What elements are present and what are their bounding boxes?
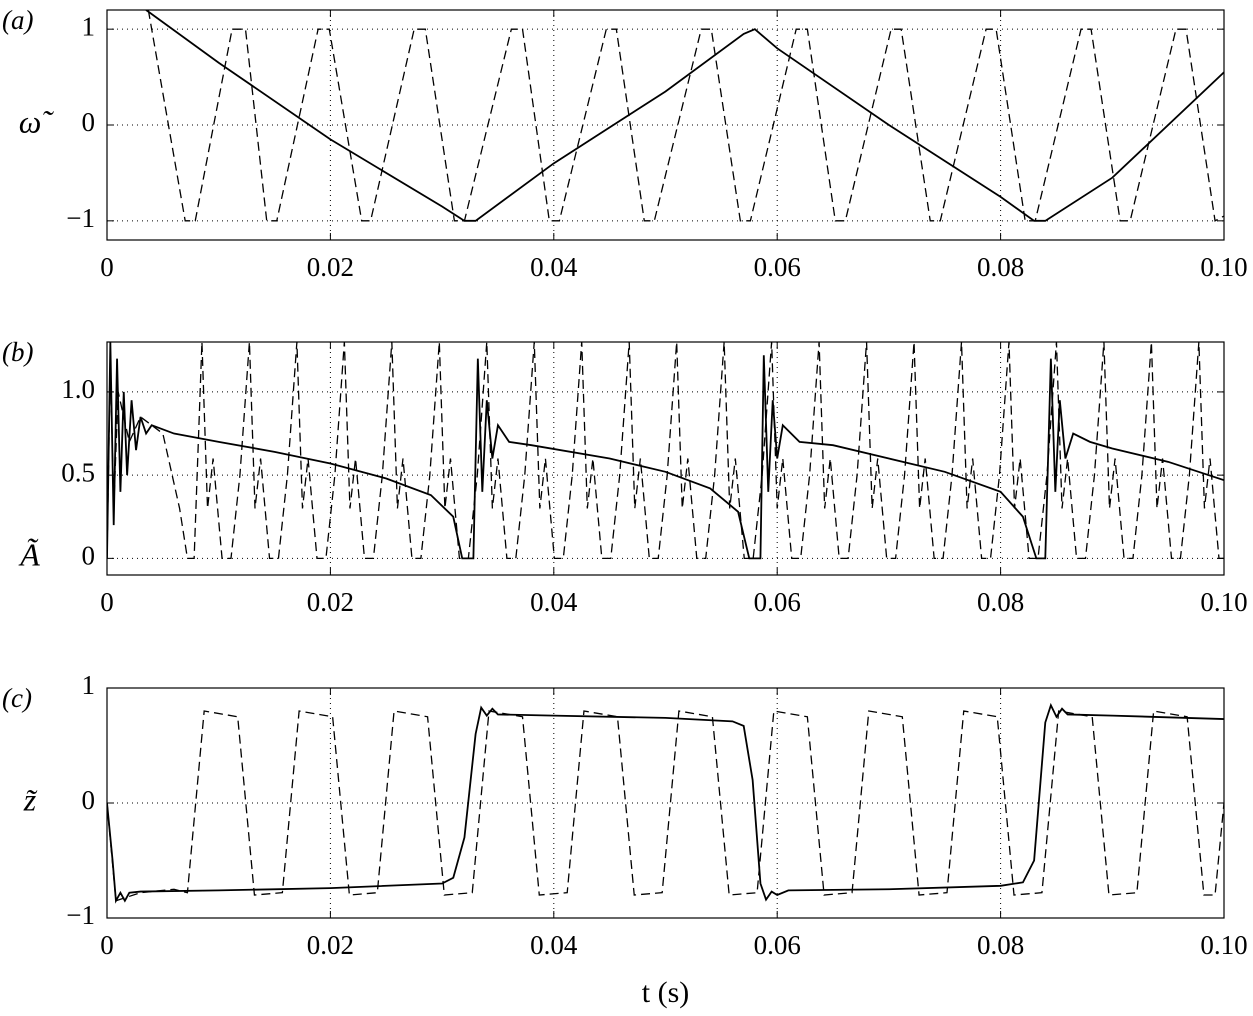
- x-tick-label: 0.04: [530, 587, 578, 617]
- x-tick-label: 0.02: [307, 252, 354, 282]
- solid-line: [107, 342, 1224, 560]
- plot-frame: [106, 341, 1225, 576]
- x-tick-label: 0.08: [977, 252, 1024, 282]
- y-axis-label: ω̃: [19, 103, 55, 139]
- x-tick-label: 0.04: [530, 930, 578, 960]
- x-tick-label: 0.02: [307, 930, 354, 960]
- x-tick-label: 0: [100, 587, 114, 617]
- panel-label: (b): [2, 337, 33, 367]
- x-tick-label: 0.06: [754, 252, 801, 282]
- y-axis-label: z̃: [23, 781, 38, 817]
- plot-frame: [106, 687, 1225, 919]
- dashed-line: [147, 10, 1224, 222]
- y-axis-label: Ã: [18, 537, 40, 573]
- x-tick-label: 0.10: [1200, 587, 1247, 617]
- panel: 0 0.02 0.04 0.06 0.08 0.10−101(a)ω̃: [2, 5, 1248, 282]
- y-tick-label: 0: [82, 785, 96, 815]
- y-tick-label: 0: [82, 541, 96, 571]
- x-tick-label: 0.08: [977, 587, 1024, 617]
- y-tick-label: −1: [66, 900, 95, 930]
- x-tick-label: 0.02: [307, 587, 354, 617]
- dashed-line: [107, 710, 1224, 902]
- y-tick-label: 0.5: [61, 457, 95, 487]
- x-tick-label: 0.08: [977, 930, 1024, 960]
- panel-label: (c): [2, 683, 32, 713]
- x-axis-label: t (s): [642, 976, 690, 1009]
- x-tick-label: 0: [100, 252, 114, 282]
- x-tick-label: 0.06: [754, 930, 801, 960]
- solid-line: [145, 10, 1224, 222]
- x-tick-label: 0.10: [1200, 252, 1247, 282]
- panel: 0 0.02 0.04 0.06 0.08 0.10−101(c)z̃t (s): [2, 670, 1248, 1009]
- y-tick-label: 1.0: [61, 374, 95, 404]
- y-tick-label: −1: [66, 203, 95, 233]
- panel: 0 0.02 0.04 0.06 0.08 0.10 0 0.5 1.0 (b) Ã: [2, 337, 1248, 617]
- panel-label: (a): [2, 5, 33, 35]
- y-tick-label: 1: [82, 670, 96, 700]
- x-tick-label: 0: [100, 930, 114, 960]
- x-tick-label: 0.04: [530, 252, 578, 282]
- plot-frame: [106, 9, 1225, 241]
- x-tick-label: 0.10: [1200, 930, 1247, 960]
- solid-line: [107, 702, 1224, 904]
- x-tick-label: 0.06: [754, 587, 801, 617]
- y-tick-label: 0: [82, 107, 96, 137]
- dashed-line: [107, 342, 1224, 560]
- y-tick-label: 1: [82, 11, 96, 41]
